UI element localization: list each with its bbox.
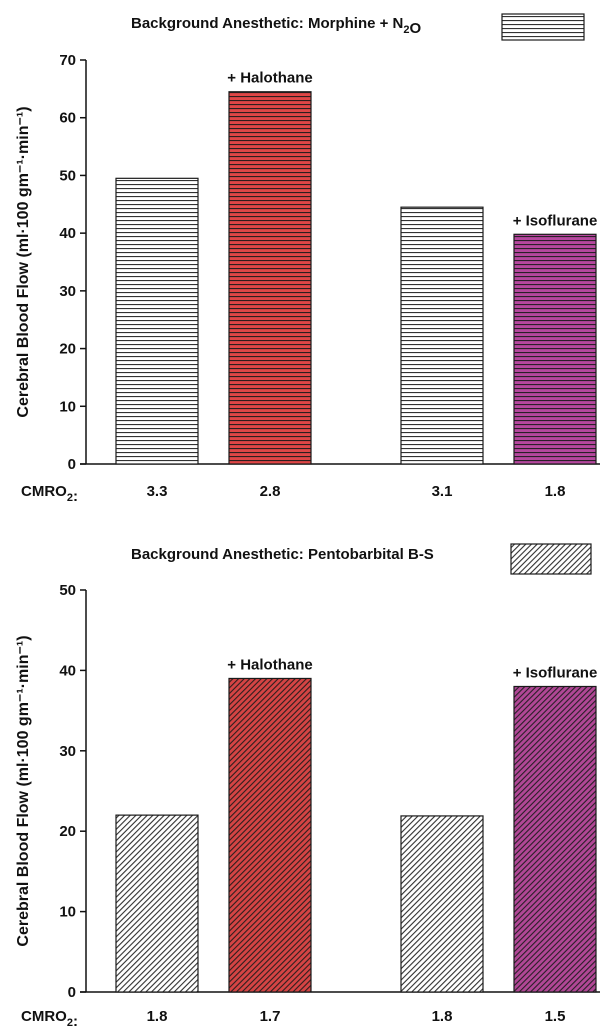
bar-1 [115, 814, 199, 993]
y-tick-label: 0 [68, 456, 76, 473]
cmro2-row-label: CMRO2: [21, 1008, 78, 1028]
cmro2-value: 2.8 [260, 483, 281, 500]
cmro2-value: 1.5 [545, 1008, 566, 1025]
cmro2-value: 1.8 [432, 1008, 453, 1025]
y-tick-label: 70 [59, 52, 76, 69]
bar-annotation: + Isoflurane [513, 212, 598, 229]
bar-4 [513, 685, 597, 993]
y-tick-label: 40 [59, 662, 76, 679]
legend-swatch [510, 543, 592, 575]
legend-swatch [501, 13, 585, 41]
cmro2-value: 1.8 [545, 483, 566, 500]
y-tick-label: 0 [68, 984, 76, 1001]
bar-2 [228, 677, 312, 993]
bar-4 [513, 233, 597, 465]
cmro2-row-label: CMRO2: [21, 483, 78, 505]
cmro2-value: 1.7 [260, 1008, 281, 1025]
bar-2 [228, 91, 312, 465]
y-tick-label: 10 [59, 398, 76, 415]
bar-3 [400, 815, 484, 993]
y-axis-label: Cerebral Blood Flow (ml·100 gm⁻¹·min⁻¹) [15, 635, 32, 946]
y-tick-label: 30 [59, 283, 76, 300]
bar-annotation: + Halothane [227, 70, 312, 87]
y-tick-label: 30 [59, 743, 76, 760]
y-tick-label: 20 [59, 823, 76, 840]
bar-1 [115, 177, 199, 465]
legend-label: Background Anesthetic: Pentobarbital B-S [131, 546, 434, 563]
y-tick-label: 10 [59, 904, 76, 921]
y-tick-label: 50 [59, 167, 76, 184]
bar-annotation: + Isoflurane [513, 664, 598, 681]
bar-annotation: + Halothane [227, 656, 312, 673]
cmro2-value: 3.3 [147, 483, 168, 500]
y-tick-label: 60 [59, 110, 76, 127]
y-tick-label: 20 [59, 341, 76, 358]
y-axis-label: Cerebral Blood Flow (ml·100 gm⁻¹·min⁻¹) [15, 106, 32, 417]
chart-panel-1: Background Anesthetic: Morphine + N2O 0 10… [15, 13, 600, 505]
legend-label: Background Anesthetic: Morphine + N2O [131, 15, 422, 37]
bar-3 [400, 206, 484, 465]
cmro2-value: 1.8 [147, 1008, 168, 1025]
cmro2-value: 3.1 [432, 483, 453, 500]
y-tick-label: 40 [59, 225, 76, 242]
y-tick-label: 50 [59, 582, 76, 599]
chart-panel-2: Background Anesthetic: Pentobarbital B-S… [15, 543, 600, 1028]
